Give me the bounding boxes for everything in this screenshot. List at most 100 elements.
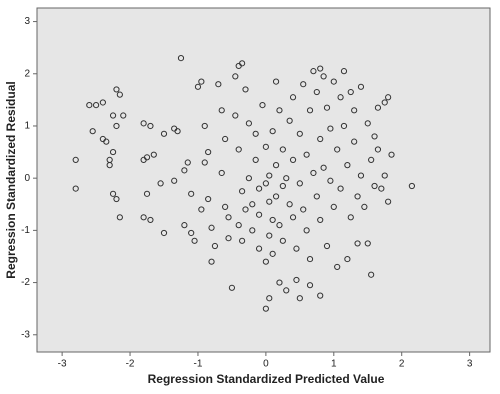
- point: [262, 258, 269, 265]
- point: [276, 279, 283, 286]
- point: [303, 227, 310, 234]
- point: [177, 55, 185, 62]
- point: [150, 151, 157, 158]
- point: [239, 237, 246, 244]
- point: [208, 258, 215, 265]
- y-tick-label: -1: [21, 225, 30, 236]
- point: [276, 222, 283, 229]
- point: [306, 282, 314, 289]
- point: [296, 295, 303, 302]
- point: [109, 112, 117, 119]
- point: [388, 151, 395, 158]
- point: [381, 99, 388, 106]
- point: [296, 130, 303, 137]
- point: [303, 151, 310, 158]
- point: [283, 175, 290, 182]
- point: [320, 73, 327, 80]
- point: [323, 104, 331, 111]
- point: [351, 138, 358, 145]
- point: [160, 229, 168, 237]
- point: [232, 112, 239, 119]
- point: [106, 162, 113, 169]
- point: [378, 185, 385, 192]
- y-tick-label: 1: [24, 121, 30, 132]
- point: [364, 240, 371, 247]
- point: [252, 156, 259, 164]
- point: [262, 143, 269, 150]
- point: [140, 214, 147, 221]
- point: [289, 94, 297, 101]
- x-axis-title: Regression Standardized Predicted Value: [148, 372, 385, 386]
- point: [181, 167, 188, 174]
- point: [300, 206, 307, 213]
- y-tick-label: -3: [21, 329, 30, 340]
- point: [266, 198, 273, 205]
- point: [327, 177, 334, 184]
- x-tick-label: 1: [331, 359, 337, 370]
- x-tick-label: 3: [467, 359, 473, 370]
- point: [86, 101, 93, 109]
- point: [276, 107, 283, 114]
- point: [317, 135, 324, 143]
- point: [381, 172, 388, 179]
- point: [239, 188, 246, 195]
- point: [385, 198, 392, 205]
- point: [330, 203, 337, 210]
- point: [368, 271, 375, 278]
- point: [181, 222, 188, 229]
- point: [147, 216, 154, 224]
- point: [205, 148, 212, 156]
- point: [191, 237, 198, 244]
- point: [218, 169, 225, 177]
- y-axis-title: Regression Standardized Residual: [4, 81, 18, 278]
- x-tick-label: 0: [263, 359, 269, 370]
- point: [361, 203, 368, 210]
- point: [371, 133, 378, 140]
- point: [296, 180, 303, 187]
- point: [252, 130, 259, 137]
- point: [354, 240, 361, 247]
- point: [72, 185, 79, 192]
- point: [99, 99, 106, 106]
- y-tick-label: -2: [21, 277, 30, 288]
- point: [103, 138, 110, 145]
- point: [188, 229, 195, 237]
- point: [160, 130, 168, 137]
- point: [262, 180, 269, 187]
- point: [140, 120, 147, 127]
- point: [293, 245, 300, 252]
- point: [245, 120, 252, 127]
- point: [289, 156, 297, 164]
- point: [266, 232, 273, 239]
- point: [225, 214, 232, 221]
- point: [272, 78, 280, 85]
- point: [239, 60, 246, 67]
- point: [116, 91, 123, 98]
- point: [289, 214, 297, 221]
- point: [327, 125, 334, 132]
- point: [113, 195, 120, 203]
- point: [245, 175, 252, 182]
- point: [109, 190, 117, 197]
- point: [334, 263, 341, 271]
- point: [113, 122, 120, 130]
- point: [201, 159, 208, 166]
- point: [347, 214, 354, 221]
- point: [337, 94, 344, 101]
- point: [259, 101, 266, 109]
- point: [310, 169, 317, 177]
- point: [201, 122, 208, 130]
- point: [205, 195, 212, 203]
- point: [269, 250, 276, 257]
- point: [385, 94, 392, 101]
- point: [330, 78, 337, 85]
- point: [279, 182, 286, 190]
- point: [242, 206, 249, 213]
- point: [174, 128, 181, 135]
- point: [347, 88, 354, 96]
- y-tick-label: 0: [24, 173, 30, 184]
- point: [215, 81, 222, 88]
- point: [357, 172, 365, 179]
- point: [218, 107, 225, 114]
- point: [323, 242, 331, 250]
